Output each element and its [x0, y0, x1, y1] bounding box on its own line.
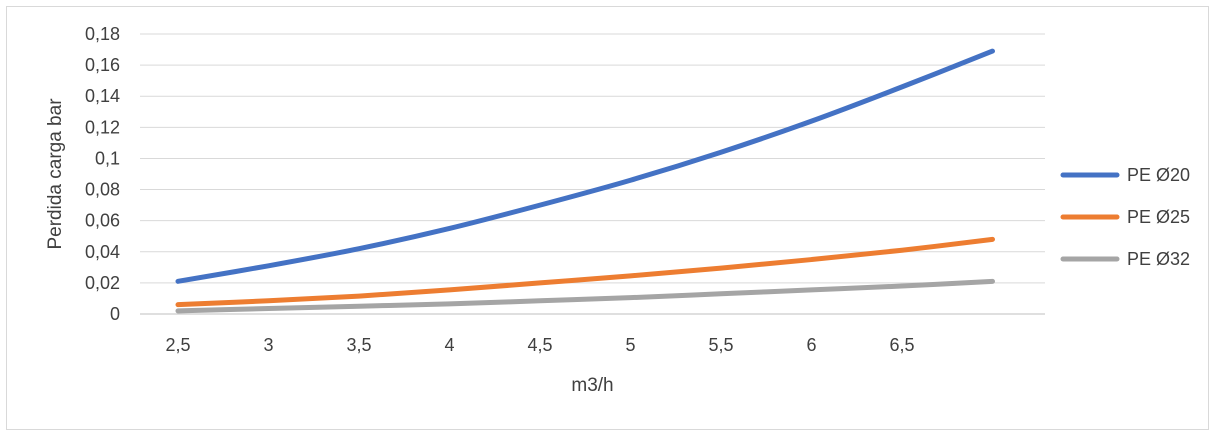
legend: PE Ø20 PE Ø25 PE Ø32	[1060, 165, 1190, 269]
y-tick-label: 0,1	[95, 148, 120, 168]
y-tick-label: 0,18	[85, 24, 120, 44]
x-tick-label: 2,5	[165, 335, 190, 355]
series-line	[175, 236, 995, 308]
legend-label: PE Ø25	[1127, 207, 1190, 227]
x-tick-label: 4,5	[527, 335, 552, 355]
y-tick-label: 0,06	[85, 211, 120, 231]
y-tick-label: 0,14	[85, 86, 120, 106]
x-tick-label: 5,5	[708, 335, 733, 355]
y-axis-ticks: 0 0,02 0,04 0,06 0,08 0,1 0,12 0,14 0,16 0,18	[85, 24, 120, 324]
series-line	[175, 278, 995, 314]
series-line	[175, 48, 995, 284]
x-tick-label: 3	[263, 335, 273, 355]
x-tick-label: 5	[625, 335, 635, 355]
y-axis-title: Perdida carga bar	[45, 98, 66, 250]
legend-label: PE Ø32	[1127, 249, 1190, 269]
x-tick-label: 6	[806, 335, 816, 355]
gridlines	[140, 33, 1045, 315]
y-tick-label: 0,12	[85, 117, 120, 137]
legend-label: PE Ø20	[1127, 165, 1190, 185]
y-tick-label: 0	[110, 304, 120, 324]
x-axis-title: m3/h	[571, 375, 613, 396]
y-tick-label: 0,16	[85, 55, 120, 75]
x-tick-label: 6,5	[889, 335, 914, 355]
x-tick-label: 4	[444, 335, 454, 355]
series-lines	[175, 48, 995, 314]
x-tick-label: 3,5	[346, 335, 371, 355]
chart-frame	[6, 6, 1209, 430]
y-tick-label: 0,08	[85, 180, 120, 200]
y-tick-label: 0,02	[85, 273, 120, 293]
y-tick-label: 0,04	[85, 242, 120, 262]
x-axis-ticks: 2,5 3 3,5 4 4,5 5 5,5 6 6,5	[165, 335, 914, 355]
